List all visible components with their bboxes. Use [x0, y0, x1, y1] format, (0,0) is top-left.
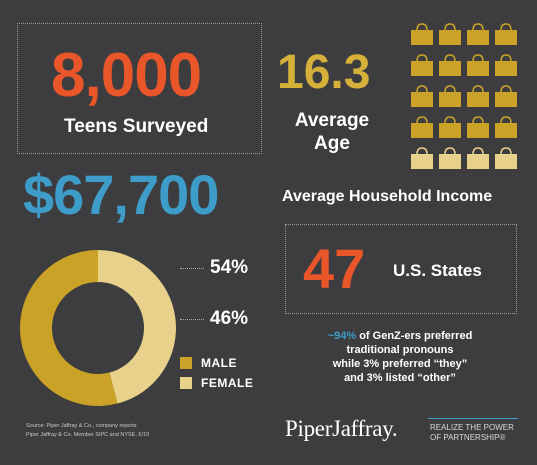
- legend-swatch-male: [180, 357, 192, 369]
- shopping-bag-icon: [411, 54, 433, 76]
- donut-slice-male: [19, 250, 118, 406]
- shopping-bag-icon: [411, 147, 433, 169]
- shopping-bag-icon: [495, 147, 517, 169]
- shopping-bag-icon: [411, 116, 433, 138]
- pronouns-line4: and 3% listed “other”: [344, 372, 456, 384]
- teens-box: [17, 23, 262, 154]
- states-box: [285, 224, 517, 314]
- male-percent-label: 54%: [210, 257, 249, 278]
- average-age-value: 16.3: [277, 46, 371, 99]
- source-line2: Piper Jaffray & Co. Member SIPC and NYSE…: [26, 432, 150, 438]
- shopping-bag-icon: [467, 54, 489, 76]
- chart-legend: MALE FEMALE: [180, 356, 253, 390]
- pronouns-line3: while 3% preferred “they”: [332, 358, 468, 370]
- average-age-label-line2: Age: [314, 133, 350, 154]
- female-leader-line: [180, 319, 204, 320]
- legend-item-male: MALE: [180, 356, 253, 370]
- legend-swatch-female: [180, 377, 192, 389]
- shopping-bag-icon: [467, 23, 489, 45]
- brand-logo: PiperJaffray.: [285, 416, 398, 441]
- shopping-bag-icon: [495, 23, 517, 45]
- tagline-line2: OF PARTNERSHIP®: [430, 433, 506, 442]
- pronouns-note: ~94% of GenZ-ers preferred traditional p…: [295, 329, 505, 385]
- tagline-rule: [428, 418, 518, 419]
- teens-surveyed-label: Teens Surveyed: [64, 116, 209, 137]
- legend-label-male: MALE: [201, 356, 237, 370]
- pronouns-percent: 94%: [334, 330, 357, 342]
- average-age-label-line1: Average: [294, 110, 370, 131]
- states-label: U.S. States: [393, 261, 482, 280]
- legend-label-female: FEMALE: [201, 376, 254, 390]
- pronouns-line1-rest: of GenZ-ers preferred: [356, 330, 473, 342]
- source-note: Source: Piper Jaffray & Co., company rep…: [26, 422, 149, 440]
- pronouns-line2: traditional pronouns: [346, 344, 454, 356]
- shopping-bag-icon: [439, 147, 461, 169]
- tagline: REALIZE THE POWER OF PARTNERSHIP®: [430, 423, 514, 443]
- states-value: 47: [303, 237, 366, 300]
- shopping-bag-icon: [439, 23, 461, 45]
- income-label: Average Household Income: [282, 188, 493, 205]
- donut-slice-female: [98, 250, 176, 404]
- shopping-bag-icon: [439, 54, 461, 76]
- shopping-bag-icon: [439, 116, 461, 138]
- teens-surveyed-value: 8,000: [51, 41, 202, 110]
- shopping-bag-icon: [411, 23, 433, 45]
- shopping-bag-icon: [467, 85, 489, 107]
- tagline-line1: REALIZE THE POWER: [430, 423, 514, 432]
- shopping-bag-icon: [439, 85, 461, 107]
- shopping-bag-icon: [411, 85, 433, 107]
- pronouns-line1: ~94% of GenZ-ers preferred: [295, 329, 505, 343]
- income-value: $67,700: [23, 163, 219, 226]
- shopping-bag-icon: [467, 116, 489, 138]
- legend-item-female: FEMALE: [180, 376, 253, 390]
- pronouns-tilde: ~: [327, 330, 335, 342]
- female-percent-label: 46%: [210, 308, 249, 329]
- source-line1: Source: Piper Jaffray & Co., company rep…: [26, 423, 137, 429]
- shopping-bag-icon: [495, 116, 517, 138]
- bag-icon-grid: [411, 23, 517, 169]
- male-leader-line: [180, 268, 204, 269]
- shopping-bag-icon: [467, 147, 489, 169]
- gender-donut-chart: [19, 250, 176, 406]
- average-age-label: Average Age: [287, 109, 377, 155]
- shopping-bag-icon: [495, 54, 517, 76]
- shopping-bag-icon: [495, 85, 517, 107]
